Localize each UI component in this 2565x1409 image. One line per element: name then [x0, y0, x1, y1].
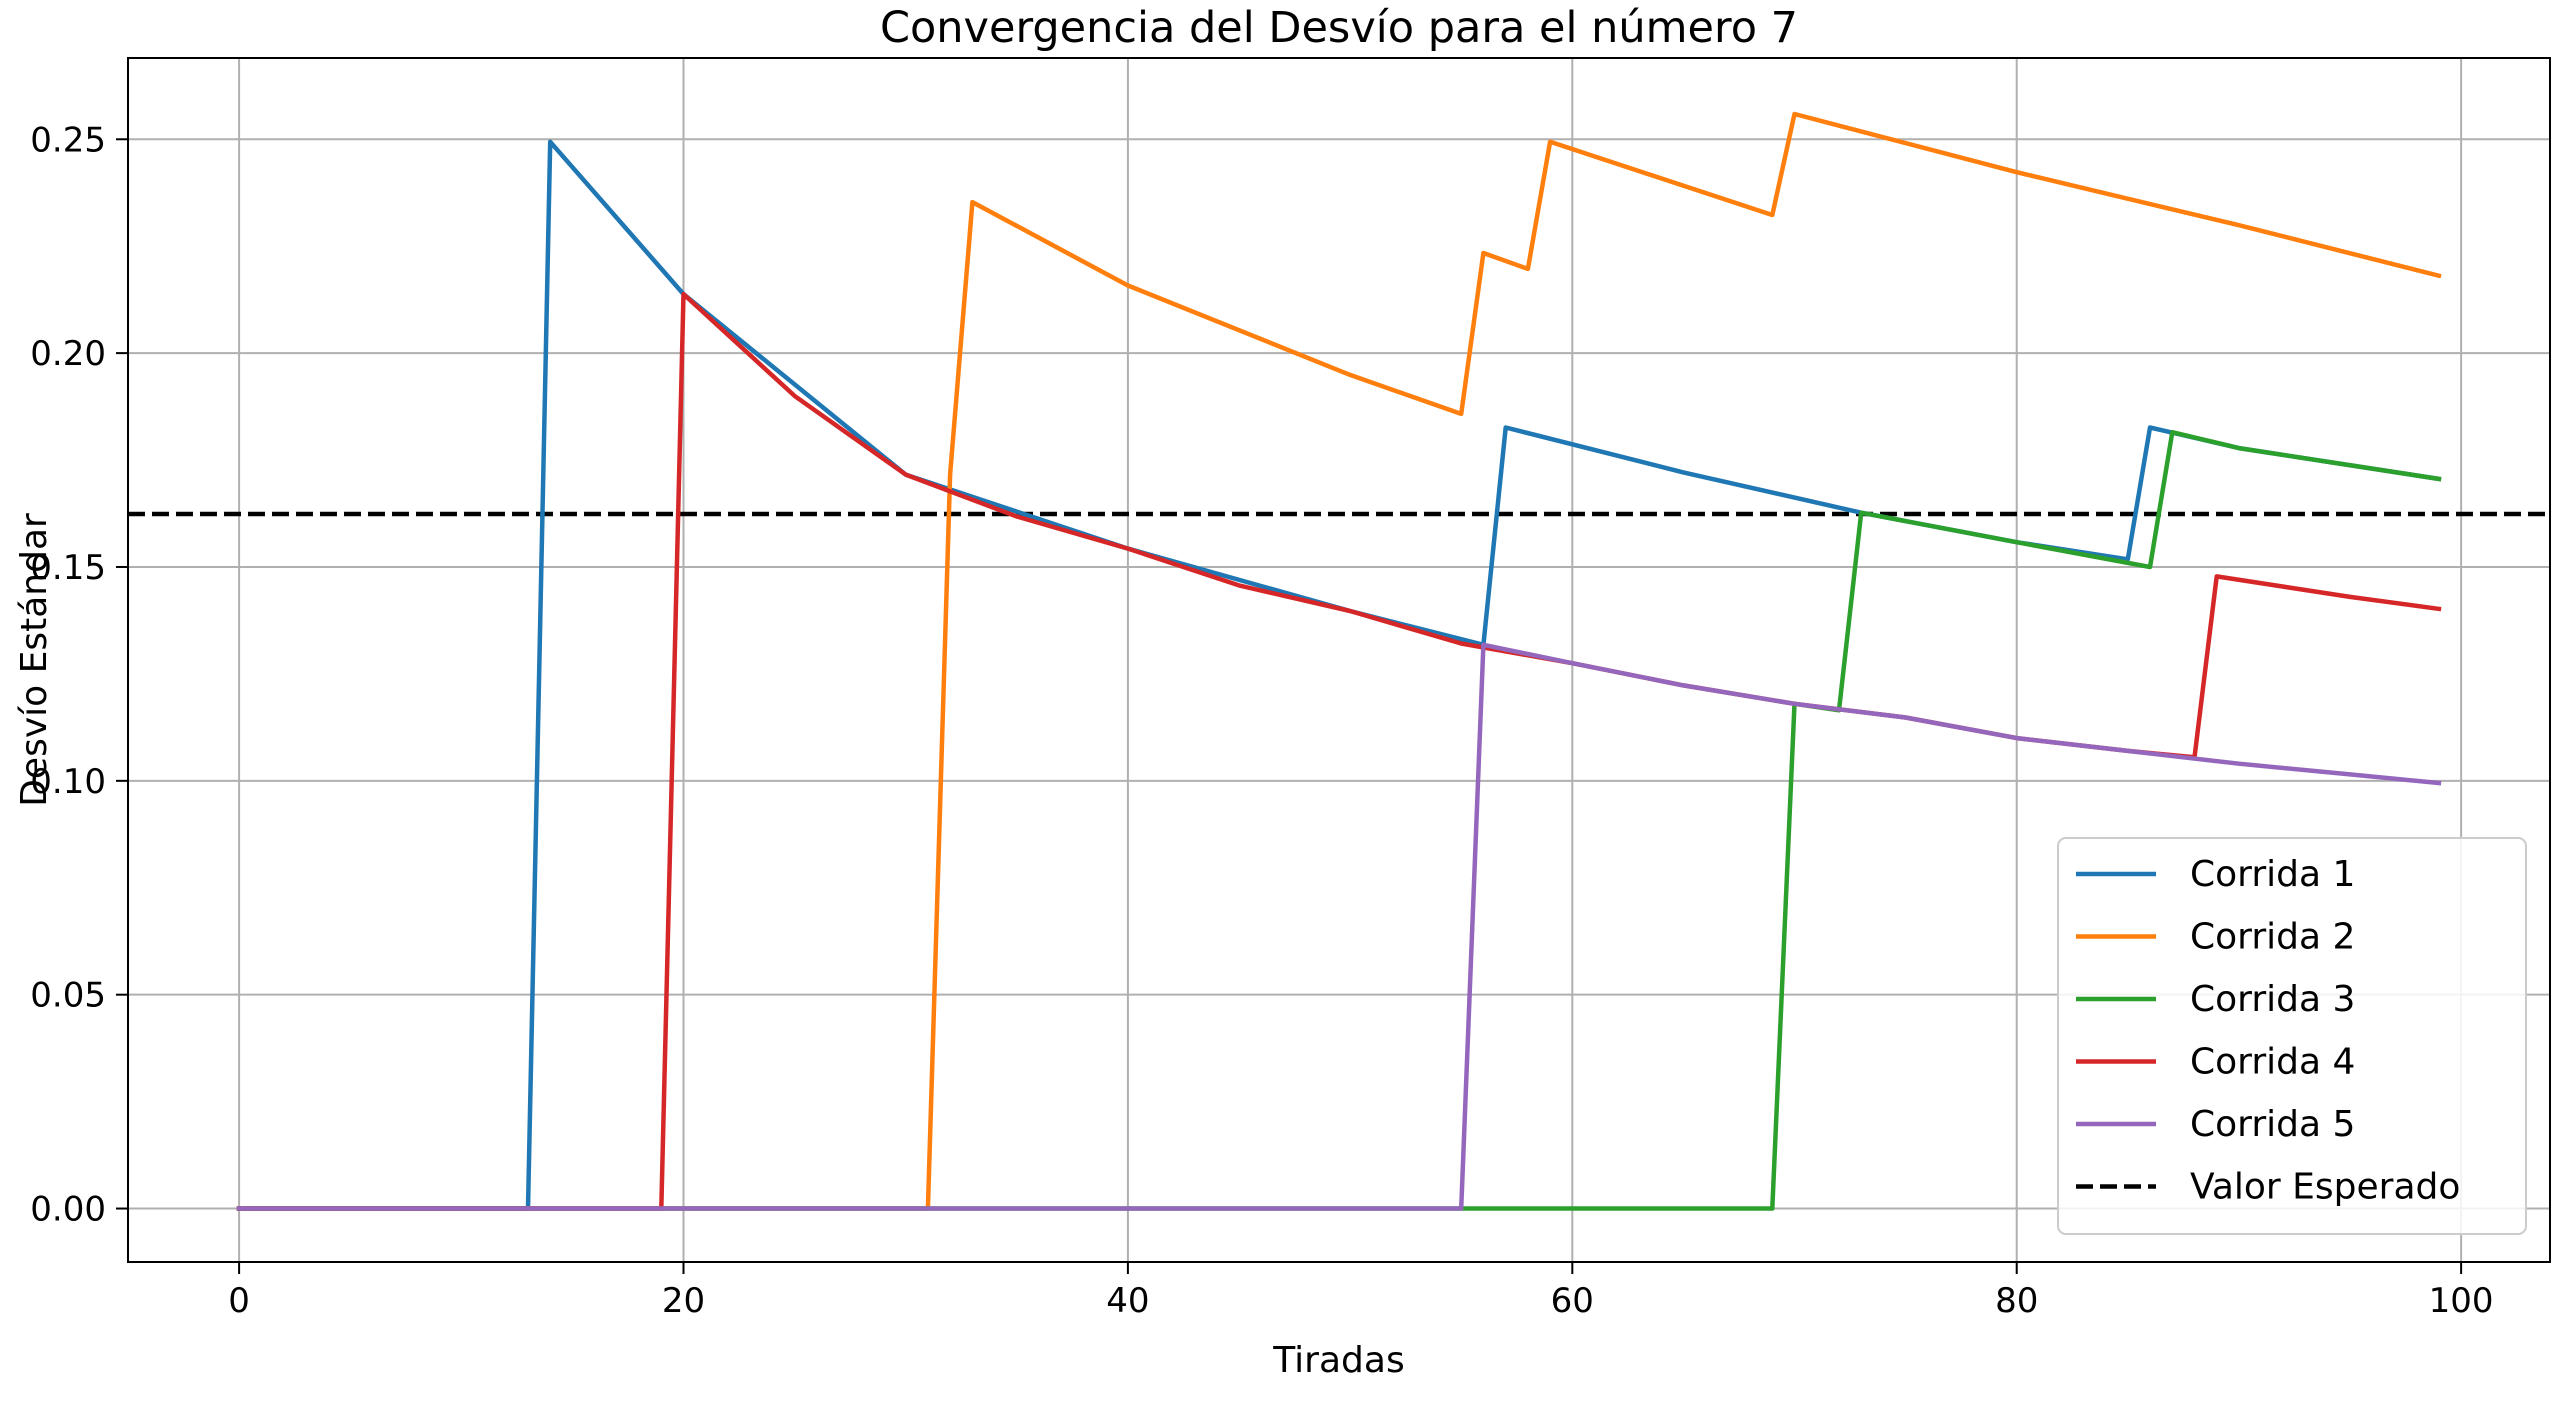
y-axis-title: Desvío Estándar [14, 513, 55, 807]
x-tick-label: 80 [1995, 1281, 2038, 1321]
x-axis-title: Tiradas [1272, 1340, 1404, 1381]
legend-label: Valor Esperado [2190, 1167, 2460, 1208]
legend-label: Corrida 2 [2190, 917, 2355, 958]
x-tick-label: 40 [1106, 1281, 1149, 1321]
y-tick-label: 0.25 [30, 120, 106, 160]
x-tick-label: 60 [1551, 1281, 1594, 1321]
y-tick-label: 0.20 [30, 334, 106, 374]
x-tick-label: 20 [662, 1281, 705, 1321]
legend: Corrida 1 Corrida 2 Corrida 3 Corrida 4 Corr… [2058, 838, 2526, 1234]
chart-title: Convergencia del Desvío para el número 7 [880, 3, 1798, 53]
legend-label: Corrida 1 [2190, 854, 2355, 895]
x-tick-label: 0 [228, 1281, 250, 1321]
legend-label: Corrida 4 [2190, 1042, 2355, 1083]
y-tick-label: 0.05 [30, 976, 106, 1016]
legend-label: Corrida 3 [2190, 979, 2355, 1020]
y-tick-label: 0.00 [30, 1190, 106, 1230]
x-tick-label: 100 [2429, 1281, 2494, 1321]
legend-label: Corrida 5 [2190, 1104, 2355, 1145]
